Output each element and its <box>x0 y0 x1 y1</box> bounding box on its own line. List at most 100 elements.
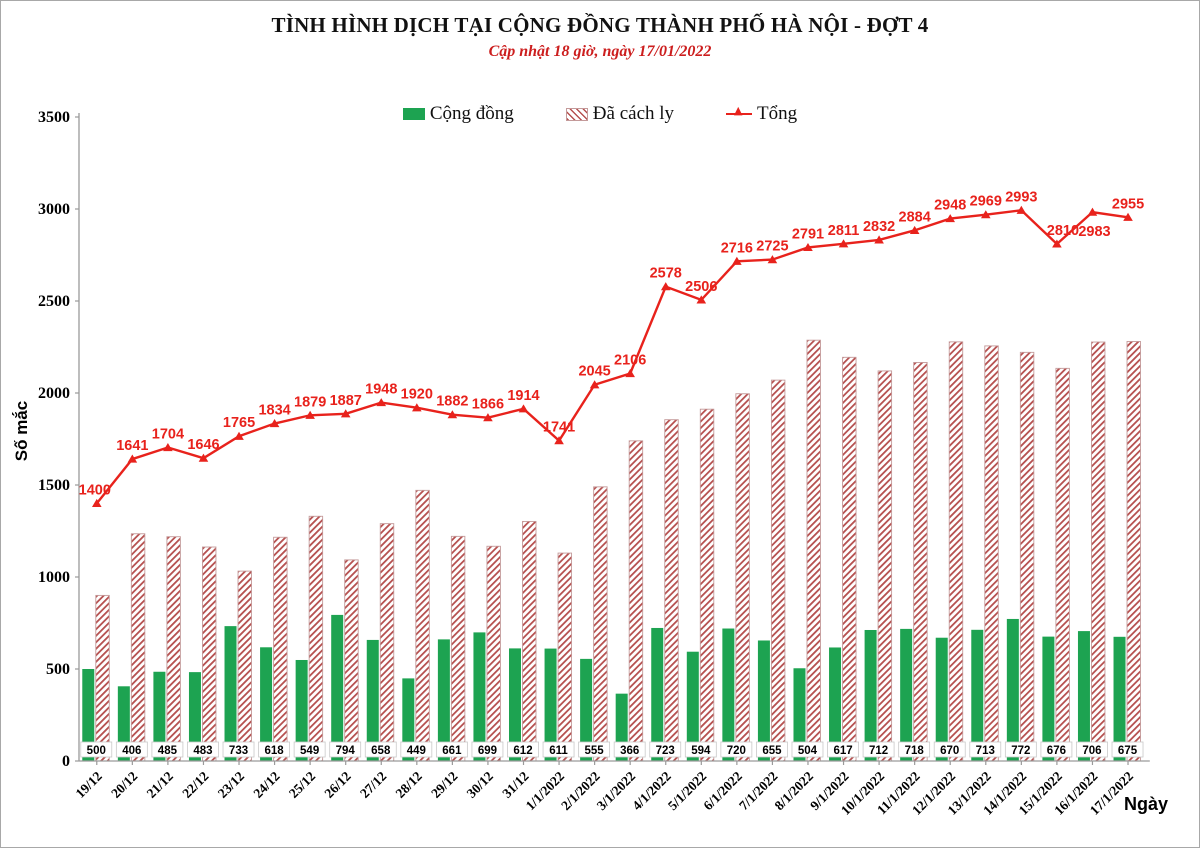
bar-value-box <box>1004 741 1037 758</box>
y-tick-label: 2500 <box>38 293 70 310</box>
bar-value-box <box>756 741 788 758</box>
chart-title: TÌNH HÌNH DỊCH TẠI CỘNG ĐỒNG THÀNH PHỐ H… <box>271 13 929 37</box>
legend-label-da-cach-ly: Đã cách ly <box>592 103 675 124</box>
bar-value-box <box>115 741 148 758</box>
bar-da-cach-ly <box>273 536 288 762</box>
bar-value-box <box>80 741 113 758</box>
y-tick-label: 3500 <box>38 109 70 126</box>
bar-value-box <box>720 741 753 758</box>
bar-value-box <box>898 741 931 758</box>
legend-hatch-swatch-icon <box>565 107 588 121</box>
legend-item-tong: ▲ Tổng <box>726 103 797 125</box>
tong-point-marker <box>732 256 742 265</box>
y-tick-label: 0 <box>62 753 70 770</box>
bar-cong-dong <box>402 678 415 761</box>
tong-point-marker <box>554 436 564 445</box>
tong-point-marker <box>625 368 635 378</box>
bar-value-label: 720 <box>727 745 746 757</box>
bar-value-label: 485 <box>158 745 178 757</box>
x-date-label: 28/12 <box>393 768 426 801</box>
bar-da-cach-ly <box>379 523 395 762</box>
tong-point-marker <box>767 255 778 264</box>
tong-point-marker <box>1087 207 1098 216</box>
tong-point-marker <box>447 410 458 419</box>
x-date-label: 19/12 <box>73 768 106 801</box>
bar-da-cach-ly <box>877 370 893 762</box>
bar-cong-dong <box>509 648 521 761</box>
legend-label-tong: Tổng <box>757 103 798 124</box>
bar-value-label: 611 <box>549 745 568 757</box>
bar-value-label: 500 <box>87 745 106 757</box>
tong-point-marker <box>163 442 173 452</box>
bar-cong-dong <box>651 627 664 761</box>
bar-da-cach-ly <box>664 419 679 762</box>
bar-da-cach-ly <box>1019 351 1035 762</box>
bar-da-cach-ly <box>735 393 750 762</box>
tong-value-label: 2884 <box>899 209 931 225</box>
bar-cong-dong <box>686 651 699 761</box>
bar-cong-dong <box>295 659 308 761</box>
tong-point-marker <box>803 242 813 252</box>
bar-value-label: 483 <box>193 745 212 757</box>
tong-point-marker <box>1052 239 1062 248</box>
bar-value-box <box>791 741 824 758</box>
bar-value-box <box>542 741 575 758</box>
tong-point-marker <box>127 454 138 463</box>
tong-value-label: 1641 <box>116 438 148 454</box>
bar-value-label: 713 <box>976 745 995 757</box>
tong-value-label: 1400 <box>79 482 111 498</box>
bar-value-label: 406 <box>122 745 141 757</box>
bar-da-cach-ly <box>450 535 466 762</box>
x-date-label: 6/1/2022 <box>700 768 745 813</box>
tong-point-marker <box>874 235 884 244</box>
tong-point-marker <box>696 295 707 304</box>
bar-cong-dong <box>260 647 273 761</box>
bar-value-label: 794 <box>336 745 356 757</box>
x-date-label: 20/12 <box>108 768 141 801</box>
bar-value-label: 712 <box>869 745 888 757</box>
tong-value-label: 2578 <box>650 266 682 282</box>
bar-cong-dong <box>580 658 593 761</box>
bar-cong-dong <box>722 628 735 761</box>
y-tick-label: 500 <box>46 661 70 678</box>
bar-da-cach-ly <box>948 341 964 762</box>
x-date-label: 29/12 <box>428 768 461 801</box>
tong-point-marker <box>483 413 493 422</box>
y-tick-label: 1000 <box>38 569 70 586</box>
bar-value-box <box>613 741 646 758</box>
tong-value-label: 1920 <box>401 387 433 403</box>
bar-cong-dong <box>153 671 166 761</box>
bar-cong-dong <box>544 648 557 761</box>
bar-value-label: 706 <box>1082 745 1101 757</box>
bar-da-cach-ly <box>130 533 146 762</box>
x-date-label: 26/12 <box>321 768 354 801</box>
bar-da-cach-ly <box>95 594 110 762</box>
bar-value-label: 661 <box>442 745 462 757</box>
tong-point-marker <box>518 404 529 413</box>
tong-value-label: 1646 <box>187 437 219 453</box>
bar-da-cach-ly <box>202 546 217 762</box>
bar-value-box <box>187 741 219 758</box>
bar-cong-dong <box>1077 631 1090 761</box>
tong-value-label: 2045 <box>578 364 610 380</box>
bar-value-box <box>1076 741 1108 758</box>
x-date-label: 1/1/2022 <box>523 768 568 813</box>
bar-cong-dong <box>366 639 379 761</box>
bar-value-box <box>827 741 859 758</box>
tong-value-label: 2948 <box>934 198 966 214</box>
tong-value-label: 1704 <box>152 426 184 442</box>
x-date-label: 22/12 <box>179 768 212 801</box>
tong-value-label: 2716 <box>721 240 753 256</box>
bar-value-box <box>684 741 717 758</box>
x-date-label: 4/1/2022 <box>629 768 674 813</box>
y-tick-label: 2000 <box>38 385 70 402</box>
bar-value-label: 772 <box>1011 745 1030 757</box>
tong-value-label: 2506 <box>685 279 717 295</box>
tong-point-marker <box>198 453 209 462</box>
tong-point-marker <box>909 225 920 234</box>
bar-cong-dong <box>971 629 984 761</box>
tong-value-label: 2791 <box>792 226 824 242</box>
x-date-label: 23/12 <box>215 768 248 801</box>
